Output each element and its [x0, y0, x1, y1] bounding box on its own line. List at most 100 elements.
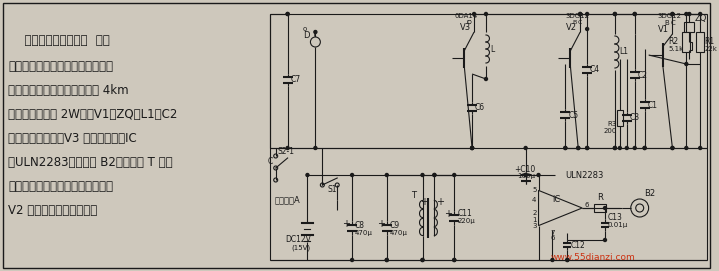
Bar [682, 32, 690, 52]
Text: 470μ: 470μ [390, 230, 408, 236]
Text: （发射功率最大 2W）。V1、ZQ、L1、C2: （发射功率最大 2W）。V1、ZQ、L1、C2 [8, 108, 178, 121]
Circle shape [286, 12, 289, 15]
Circle shape [286, 12, 289, 15]
Text: S1: S1 [327, 186, 336, 195]
Circle shape [314, 147, 317, 150]
Circle shape [633, 12, 636, 15]
Text: C6: C6 [475, 104, 485, 112]
Bar [594, 204, 606, 212]
Circle shape [433, 173, 436, 176]
Text: 3DG12: 3DG12 [658, 13, 682, 19]
Bar [617, 110, 623, 126]
Circle shape [485, 78, 487, 80]
Text: 22k: 22k [704, 46, 717, 52]
Circle shape [613, 147, 616, 150]
Circle shape [471, 147, 474, 150]
Circle shape [472, 12, 475, 15]
Text: ZQ: ZQ [695, 14, 707, 22]
Text: 5: 5 [532, 187, 536, 193]
Circle shape [524, 173, 527, 176]
Circle shape [577, 147, 580, 150]
Circle shape [636, 204, 644, 212]
Circle shape [671, 147, 674, 150]
Text: +: + [421, 197, 429, 207]
Circle shape [335, 183, 339, 187]
Bar [687, 42, 692, 50]
Circle shape [613, 12, 616, 15]
Text: iC: iC [552, 195, 561, 205]
Text: C12: C12 [570, 240, 585, 250]
Circle shape [433, 173, 436, 176]
Circle shape [385, 173, 388, 176]
Circle shape [613, 147, 616, 150]
Text: 100μ: 100μ [518, 173, 536, 179]
Text: +C10: +C10 [514, 164, 535, 173]
Text: +: + [444, 209, 452, 219]
Circle shape [485, 12, 487, 15]
Circle shape [311, 37, 321, 47]
Text: R3: R3 [608, 121, 617, 127]
Text: o: o [303, 26, 307, 32]
Circle shape [579, 12, 582, 15]
Text: 0.01μ: 0.01μ [608, 222, 628, 228]
Text: （ULN2283）、话筒 B2、变压器 T 等组: （ULN2283）、话筒 B2、变压器 T 等组 [8, 156, 173, 169]
Circle shape [671, 147, 674, 150]
Text: R1: R1 [704, 37, 714, 47]
Text: C11: C11 [457, 209, 472, 218]
Text: 3: 3 [532, 223, 536, 229]
Circle shape [603, 207, 607, 209]
Circle shape [603, 238, 607, 241]
Circle shape [314, 31, 317, 34]
Text: C: C [267, 157, 273, 166]
Circle shape [564, 147, 567, 150]
Circle shape [274, 178, 278, 182]
Circle shape [684, 12, 688, 15]
Circle shape [385, 259, 388, 262]
Text: 470μ: 470μ [355, 230, 373, 236]
Text: 2: 2 [532, 210, 536, 216]
Circle shape [684, 147, 688, 150]
Text: 5.1k: 5.1k [669, 46, 684, 52]
Circle shape [524, 147, 527, 150]
Circle shape [471, 147, 474, 150]
Bar [636, 202, 644, 214]
Circle shape [618, 147, 621, 150]
Circle shape [626, 147, 628, 150]
Circle shape [286, 147, 289, 150]
Circle shape [644, 147, 646, 150]
Circle shape [351, 173, 354, 176]
Circle shape [453, 259, 456, 262]
Text: C9: C9 [390, 221, 400, 231]
Circle shape [321, 183, 324, 187]
Bar [684, 22, 695, 32]
Text: 成音频调制。调制后的载频信号经: 成音频调制。调制后的载频信号经 [8, 180, 113, 193]
Circle shape [586, 12, 589, 15]
Circle shape [577, 147, 580, 150]
Text: www.55dianzi.com: www.55dianzi.com [551, 253, 635, 263]
Text: +: + [436, 197, 444, 207]
Circle shape [385, 259, 388, 262]
Circle shape [564, 147, 567, 150]
Text: 200: 200 [603, 128, 617, 134]
Circle shape [524, 173, 527, 176]
Circle shape [684, 63, 688, 66]
Text: L: L [490, 44, 494, 53]
Text: DC12V: DC12V [285, 235, 311, 244]
Circle shape [351, 259, 354, 262]
Text: 讲机发射电路为单工调幅式，收发: 讲机发射电路为单工调幅式，收发 [8, 60, 113, 73]
Text: B: B [572, 20, 577, 24]
Circle shape [421, 259, 424, 262]
Text: C5: C5 [568, 111, 578, 120]
Circle shape [631, 199, 649, 217]
Circle shape [613, 12, 616, 15]
Text: 7: 7 [551, 230, 555, 236]
Circle shape [586, 147, 589, 150]
Circle shape [688, 12, 691, 15]
Text: C: C [577, 20, 582, 24]
Circle shape [306, 173, 309, 176]
Circle shape [699, 12, 702, 15]
Text: C: C [466, 20, 470, 24]
Text: V3: V3 [460, 24, 472, 33]
Text: S2-1: S2-1 [278, 147, 295, 156]
Text: (15V): (15V) [292, 245, 311, 251]
